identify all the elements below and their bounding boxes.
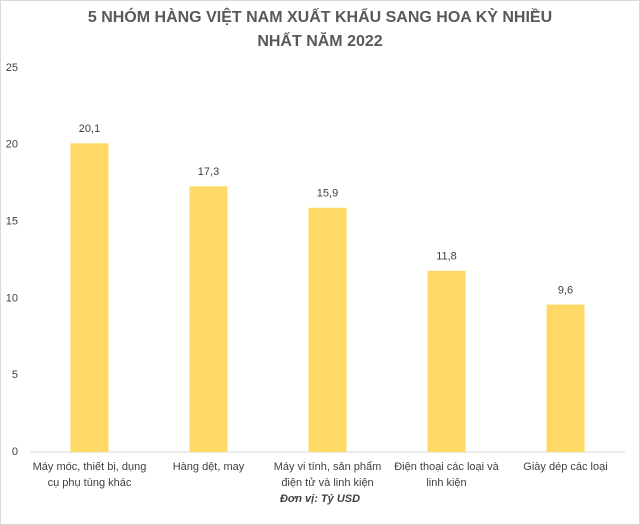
x-axis-label: Đơn vị: Tỷ USD bbox=[279, 493, 361, 505]
y-tick-label: 15 bbox=[6, 216, 18, 228]
chart-title: 5 NHÓM HÀNG VIỆT NAM XUẤT KHẨU SANG HOA … bbox=[87, 9, 553, 50]
data-label: 15,9 bbox=[317, 188, 338, 200]
bar bbox=[189, 186, 228, 452]
bar bbox=[546, 304, 585, 452]
bar bbox=[427, 270, 466, 452]
bar bbox=[70, 143, 109, 452]
x-tick-label: Điện thoại các loại và linh kiện bbox=[394, 461, 499, 489]
y-tick-label: 0 bbox=[12, 446, 18, 458]
data-label: 11,8 bbox=[436, 251, 457, 263]
y-tick-label: 20 bbox=[6, 139, 18, 151]
x-tick-label: Hàng dệt, may bbox=[172, 461, 245, 473]
data-label: 20,1 bbox=[79, 123, 100, 135]
data-label: 9,6 bbox=[558, 284, 573, 296]
y-tick-label: 5 bbox=[12, 369, 18, 381]
bar bbox=[308, 207, 347, 452]
y-tick-label: 25 bbox=[6, 62, 18, 74]
data-label: 17,3 bbox=[198, 166, 219, 178]
x-tick-label: Máy vi tính, sản phẩm điện tử và linh ki… bbox=[273, 461, 382, 489]
y-tick-label: 10 bbox=[6, 292, 18, 304]
x-tick-label: Giày dép các loại bbox=[523, 461, 608, 473]
x-tick-label: Máy móc, thiết bị, dụng cụ phụ tùng khác bbox=[32, 461, 147, 489]
